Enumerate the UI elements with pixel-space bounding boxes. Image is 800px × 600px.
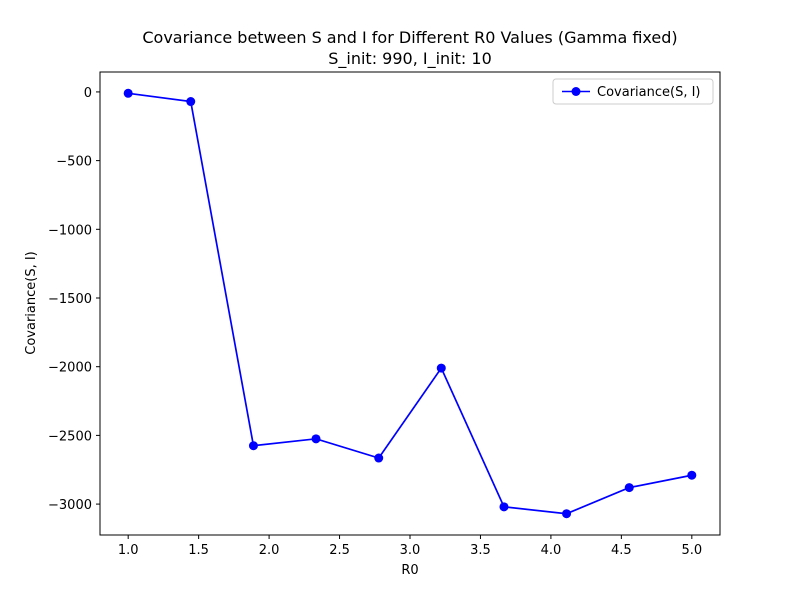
data-point (186, 97, 196, 107)
x-tick-label: 4.0 (541, 543, 562, 558)
y-tick-label: 0 (84, 86, 92, 101)
data-point (311, 434, 321, 444)
legend-marker (571, 87, 581, 96)
y-tick-label: −1500 (48, 292, 92, 307)
x-tick-label: 3.5 (470, 543, 491, 558)
legend-frame (552, 78, 714, 105)
y-axis-label: Covariance(S, I) (24, 251, 39, 355)
legend: Covariance(S, I) (552, 78, 714, 105)
x-tick-label: 2.5 (329, 543, 350, 558)
series-line (128, 92, 692, 515)
chart-title: Covariance between S and I for Different… (142, 28, 677, 47)
y-tick-label: −1000 (48, 223, 92, 238)
x-tick-label: 2.0 (259, 543, 280, 558)
plot-area: 1.0 1.5 2.0 2.5 3.0 3.5 4.0 4.5 5.0 0 −500 −1000 −15… (48, 71, 721, 558)
y-tick-label: −2000 (48, 361, 92, 376)
x-tick-label: 5.0 (681, 543, 702, 558)
y-tick-label: −500 (56, 155, 92, 170)
x-tick-label: 1.0 (118, 543, 139, 558)
data-point (624, 483, 634, 493)
data-point (248, 441, 258, 451)
x-tick-label: 1.5 (188, 543, 209, 558)
legend-label: Covariance(S, I) (597, 85, 701, 100)
y-tick-label: −3000 (48, 498, 92, 513)
axes-frame (99, 71, 721, 536)
data-point (436, 363, 446, 373)
x-tick-label: 3.0 (400, 543, 421, 558)
x-axis-label: R0 (401, 563, 418, 578)
y-tick-label: −2500 (48, 429, 92, 444)
chart-subtitle: S_init: 990, I_init: 10 (328, 49, 492, 69)
data-point (374, 453, 384, 463)
data-point (687, 470, 697, 480)
data-point (562, 509, 572, 519)
data-point (499, 502, 509, 512)
data-point (123, 88, 133, 98)
x-tick-label: 4.5 (611, 543, 632, 558)
